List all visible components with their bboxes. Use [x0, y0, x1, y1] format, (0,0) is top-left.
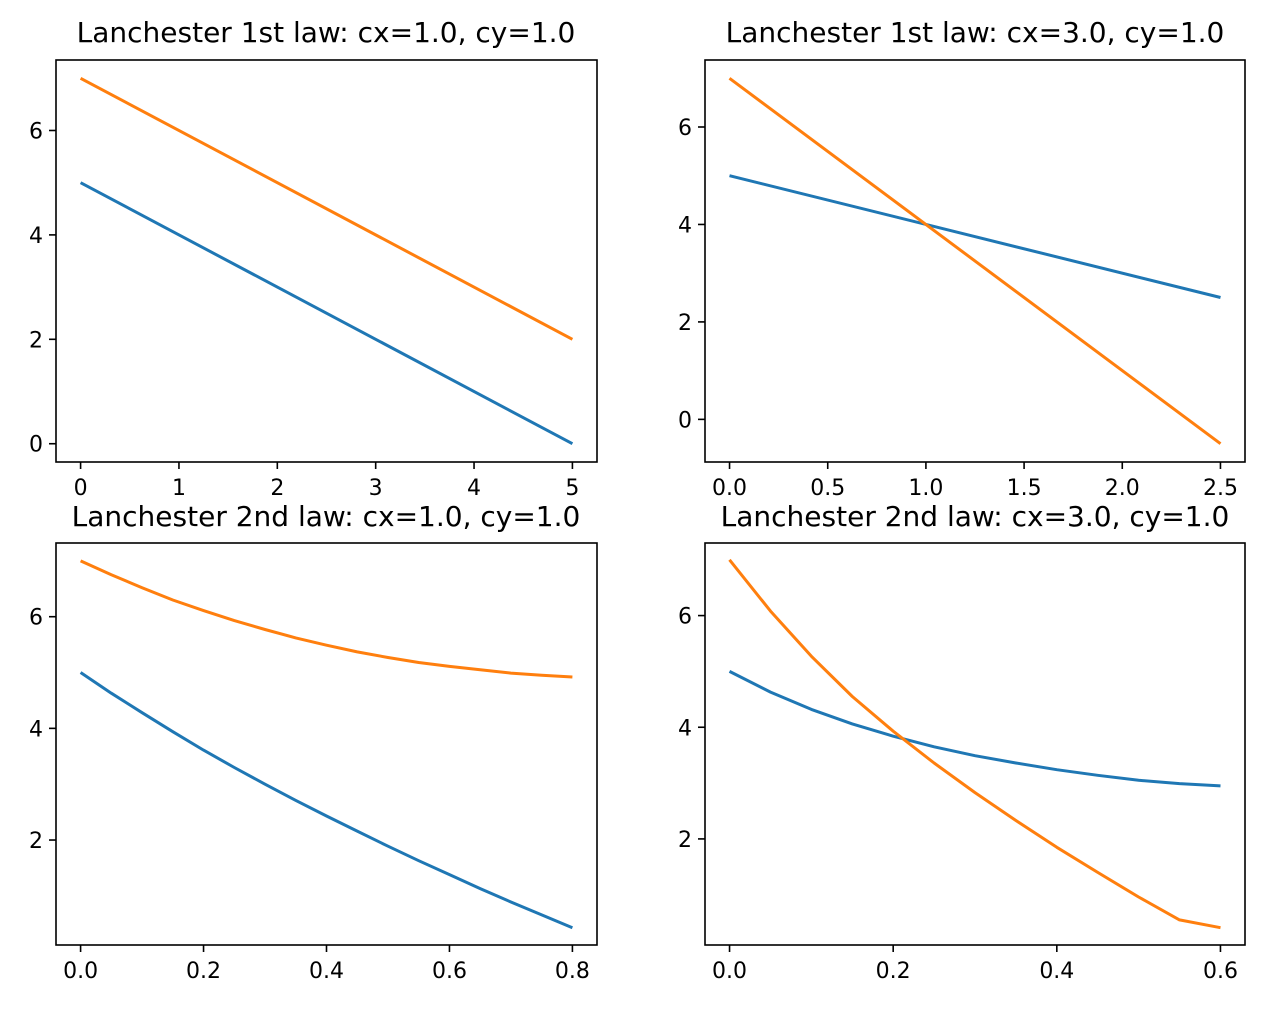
subplot-4-axes-frame: [704, 542, 1246, 946]
subplot-2-x-tick-label: 2.5: [1203, 476, 1238, 501]
subplot-3-y-tick-label: 4: [29, 717, 43, 742]
subplot-1-x-tick-label: 3: [369, 476, 383, 501]
subplot-3-x-tick-label: 0.2: [186, 959, 221, 984]
subplot-3-series-2-line: [79, 559, 573, 679]
subplot-3-y-tick-label: 6: [29, 606, 43, 631]
subplot-4-ticks: 0.0 0.2 0.4 0.6 2 4 6: [678, 605, 1238, 984]
subplot-1-y-tick-label: 6: [29, 119, 43, 144]
subplot-3-x-tick-label: 0.6: [432, 959, 467, 984]
subplot-4-y-tick-label: 4: [678, 716, 692, 741]
subplot-2-x-tick-label: 0.0: [712, 476, 747, 501]
subplot-3-y-tick-label: 2: [29, 829, 43, 854]
subplot-1: Lanchester 1st law: cx=1.0, cy=1.0 0 1 2 3 4…: [29, 16, 598, 501]
subplot-2-plot-area: [728, 77, 1222, 445]
subplot-3-x-tick-label: 0.8: [555, 959, 590, 984]
subplot-1-y-tick-label: 2: [29, 328, 43, 353]
subplot-4-title: Lanchester 2nd law: cx=3.0, cy=1.0: [721, 500, 1230, 533]
subplot-2-y-tick-label: 4: [678, 213, 692, 238]
subplot-3-axes-frame: [55, 542, 598, 946]
subplot-1-x-tick-label: 2: [270, 476, 284, 501]
subplot-4-x-tick-label: 0.2: [876, 959, 911, 984]
subplot-2: Lanchester 1st law: cx=3.0, cy=1.0 0.0 0.…: [678, 16, 1246, 501]
subplot-4-x-tick-label: 0.0: [712, 959, 747, 984]
subplot-4-y-tick-label: 6: [678, 605, 692, 630]
subplot-3-x-tick-label: 0.4: [309, 959, 344, 984]
subplot-2-x-tick-label: 1.5: [1007, 476, 1042, 501]
subplot-2-x-tick-label: 1.0: [908, 476, 943, 501]
subplot-1-y-tick-label: 4: [29, 224, 43, 249]
subplot-2-y-tick-label: 2: [678, 311, 692, 336]
subplot-4-series-1-line: [728, 670, 1221, 788]
subplot-2-ticks: 0.0 0.5 1.0 1.5 2.0 2.5 0 2 4 6: [678, 116, 1238, 501]
subplot-3-series-1-line: [79, 671, 573, 930]
subplot-1-series-2-line: [79, 76, 574, 341]
subplot-3: Lanchester 2nd law: cx=1.0, cy=1.0 0.0 0.…: [29, 500, 598, 984]
subplot-4-x-tick-label: 0.6: [1203, 959, 1238, 984]
subplot-4-x-tick-label: 0.4: [1039, 959, 1074, 984]
subplot-1-x-tick-label: 0: [74, 476, 88, 501]
subplot-1-y-tick-label: 0: [29, 433, 43, 458]
subplot-4-y-tick-label: 2: [678, 828, 692, 853]
subplot-1-ticks: 0 1 2 3 4 5 0 2 4 6: [29, 119, 579, 501]
subplot-2-x-tick-label: 2.0: [1105, 476, 1140, 501]
subplot-1-x-tick-label: 5: [565, 476, 579, 501]
subplot-4: Lanchester 2nd law: cx=3.0, cy=1.0 0.0 0.…: [678, 500, 1246, 984]
subplot-3-title: Lanchester 2nd law: cx=1.0, cy=1.0: [72, 500, 581, 533]
subplot-4-series-2-line: [728, 558, 1221, 930]
subplot-2-title: Lanchester 1st law: cx=3.0, cy=1.0: [726, 16, 1225, 49]
subplot-1-x-tick-label: 4: [467, 476, 481, 501]
subplot-3-ticks: 0.0 0.2 0.4 0.6 0.8 2 4 6: [29, 606, 590, 984]
subplot-1-plot-area: [79, 76, 574, 446]
subplot-2-y-tick-label: 6: [678, 116, 692, 141]
subplot-2-x-tick-label: 0.5: [810, 476, 845, 501]
subplot-1-x-tick-label: 1: [172, 476, 186, 501]
subplot-3-x-tick-label: 0.0: [63, 959, 98, 984]
subplot-2-axes-frame: [704, 59, 1246, 463]
subplot-2-series-2-line: [728, 77, 1222, 445]
subplot-1-series-1-line: [79, 181, 574, 446]
subplot-4-plot-area: [728, 558, 1221, 930]
subplot-1-title: Lanchester 1st law: cx=1.0, cy=1.0: [77, 16, 576, 49]
subplot-3-plot-area: [79, 559, 573, 930]
subplot-2-y-tick-label: 0: [678, 408, 692, 433]
subplot-2-series-1-line: [729, 174, 1221, 299]
subplot-1-axes-frame: [55, 59, 598, 463]
